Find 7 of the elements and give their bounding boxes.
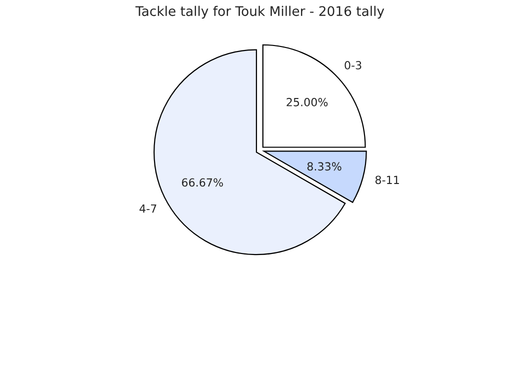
data-label: 66.67% (182, 178, 223, 187)
slice-label: 4-7 (140, 204, 156, 213)
chart-title: Tackle tally for Touk Miller - 2016 tally (135, 6, 384, 19)
data-label: 25.00% (286, 98, 328, 106)
data-label: 8.33% (307, 162, 342, 171)
slice-label: 0-3 (344, 60, 362, 70)
slice-label: 8-11 (375, 176, 399, 184)
